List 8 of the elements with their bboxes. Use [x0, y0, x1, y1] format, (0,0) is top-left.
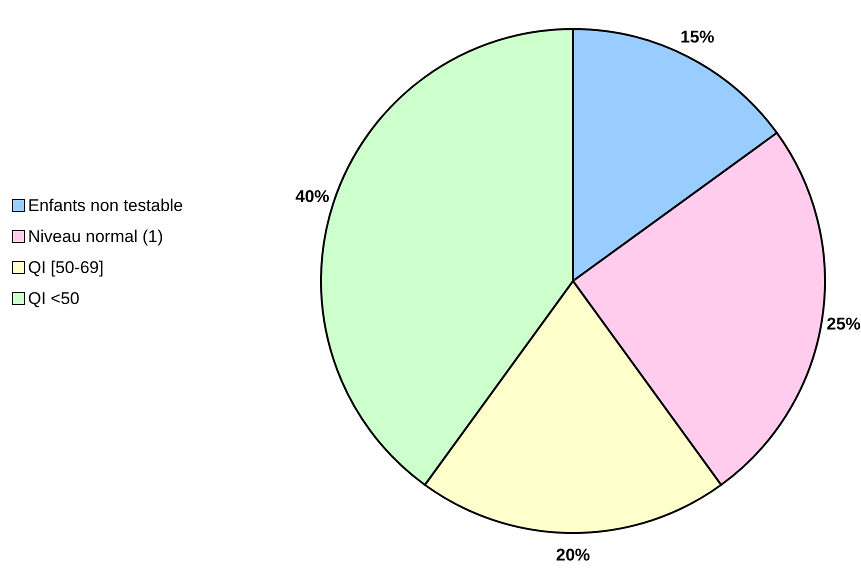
legend-label: QI [50-69]	[28, 258, 104, 278]
legend-label: Enfants non testable	[28, 196, 184, 216]
data-label: 25%	[826, 314, 861, 334]
legend-label: Niveau normal (1)	[28, 226, 164, 246]
data-label: 40%	[295, 186, 330, 206]
data-label: 15%	[680, 27, 714, 46]
data-label: 20%	[556, 546, 590, 564]
legend-label: QI <50	[28, 288, 80, 308]
